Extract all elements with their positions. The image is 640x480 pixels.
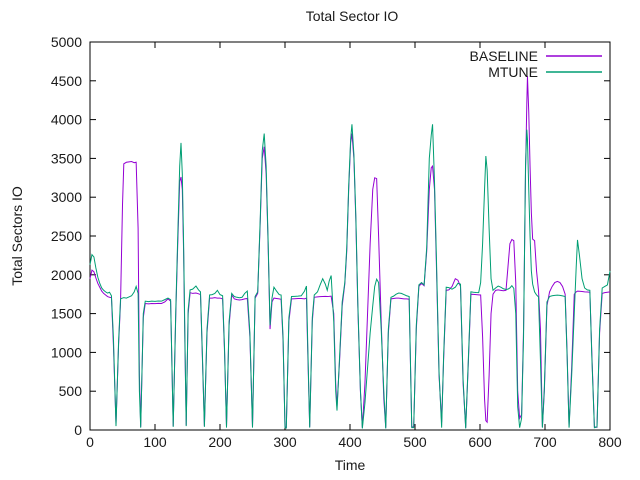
data-series — [89, 76, 611, 429]
y-axis-label: Total Sectors IO — [9, 186, 25, 286]
x-tick-label-0: 0 — [86, 434, 94, 450]
x-axis-label: Time — [335, 457, 366, 473]
y-tick-label-3000: 3000 — [51, 189, 82, 205]
chart-title: Total Sector IO — [306, 8, 399, 24]
y-tick-label-2000: 2000 — [51, 267, 82, 283]
y-tick-label-4000: 4000 — [51, 112, 82, 128]
y-tick-label-500: 500 — [59, 383, 83, 399]
y-tick-label-5000: 5000 — [51, 34, 82, 50]
y-tick-label-1500: 1500 — [51, 306, 82, 322]
y-tick-label-1000: 1000 — [51, 344, 82, 360]
x-tick-label-700: 700 — [533, 434, 557, 450]
y-tick-label-4500: 4500 — [51, 73, 82, 89]
axis-ticks: 0 100 200 300 400 500 600 700 800 0 500 1000 1500 200… — [51, 34, 622, 450]
series-mtune-line — [89, 124, 611, 429]
series-baseline-line — [89, 76, 611, 428]
y-tick-label-0: 0 — [74, 422, 82, 438]
x-tick-label-300: 300 — [273, 434, 297, 450]
x-tick-label-100: 100 — [143, 434, 167, 450]
y-tick-label-2500: 2500 — [51, 228, 82, 244]
legend-label-baseline: BASELINE — [470, 48, 538, 64]
x-tick-label-500: 500 — [403, 434, 427, 450]
x-tick-label-600: 600 — [468, 434, 492, 450]
y-tick-label-3500: 3500 — [51, 150, 82, 166]
x-tick-label-800: 800 — [598, 434, 622, 450]
legend-label-mtune: MTUNE — [488, 64, 538, 80]
x-tick-label-400: 400 — [338, 434, 362, 450]
x-tick-label-200: 200 — [208, 434, 232, 450]
